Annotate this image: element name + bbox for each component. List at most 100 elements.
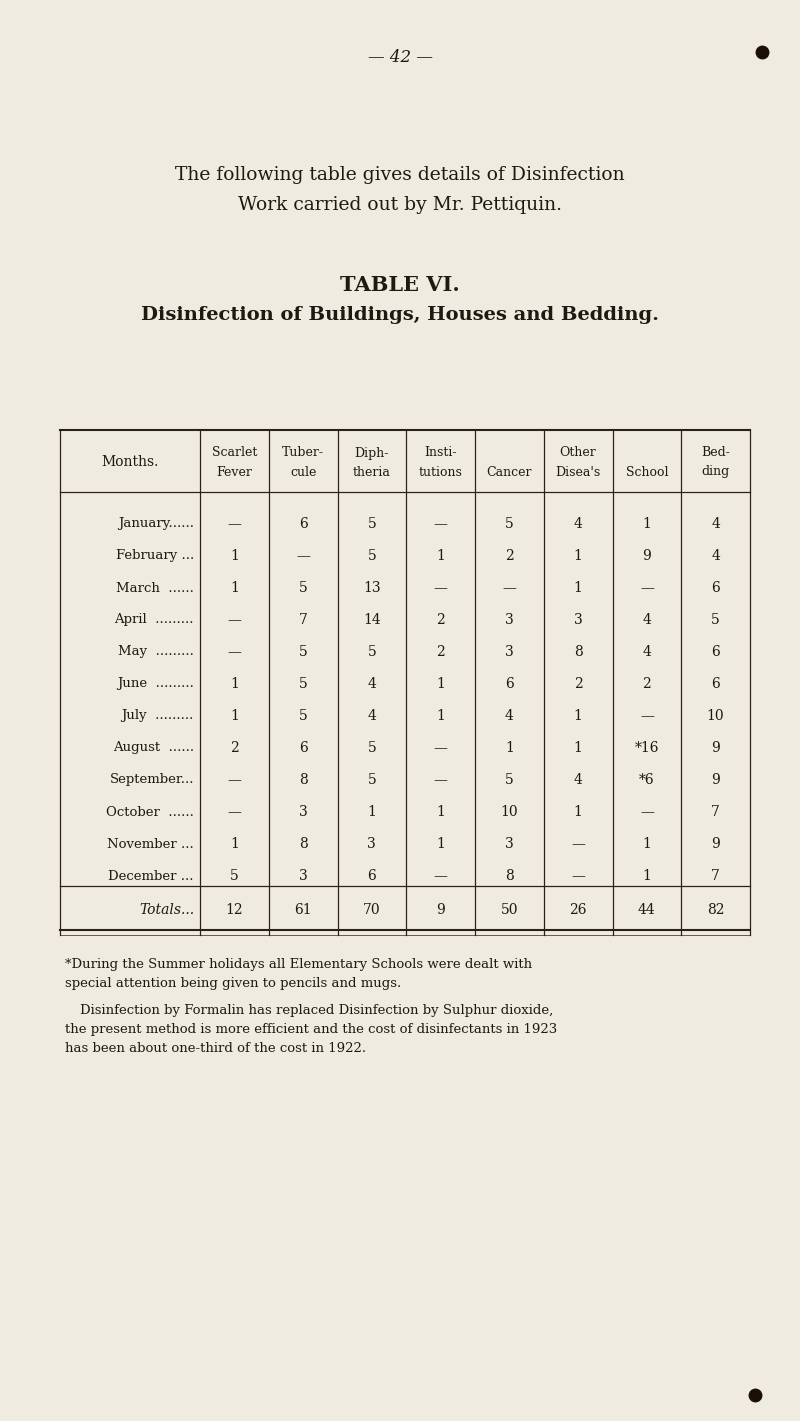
Text: —: — bbox=[640, 806, 654, 818]
Text: 2: 2 bbox=[436, 645, 445, 659]
Text: 3: 3 bbox=[574, 612, 582, 627]
Text: 6: 6 bbox=[711, 645, 720, 659]
Text: 5: 5 bbox=[505, 517, 514, 531]
Text: Work carried out by Mr. Pettiquin.: Work carried out by Mr. Pettiquin. bbox=[238, 196, 562, 215]
Text: 5: 5 bbox=[367, 549, 376, 563]
Text: —: — bbox=[227, 806, 242, 818]
Text: 2: 2 bbox=[230, 740, 238, 755]
Text: February ...: February ... bbox=[116, 550, 194, 563]
Text: 10: 10 bbox=[501, 806, 518, 818]
Text: 2: 2 bbox=[574, 676, 582, 691]
Text: 8: 8 bbox=[298, 837, 307, 851]
Text: tutions: tutions bbox=[418, 466, 462, 479]
Text: —: — bbox=[227, 517, 242, 531]
Text: Disea's: Disea's bbox=[555, 466, 601, 479]
Text: 1: 1 bbox=[367, 806, 376, 818]
Text: 3: 3 bbox=[298, 806, 307, 818]
Text: March  ......: March ...... bbox=[116, 581, 194, 594]
Text: 4: 4 bbox=[711, 517, 720, 531]
Text: Diph-: Diph- bbox=[354, 446, 389, 459]
Text: Fever: Fever bbox=[217, 466, 252, 479]
Text: 3: 3 bbox=[505, 612, 514, 627]
Text: has been about one-third of the cost in 1922.: has been about one-third of the cost in … bbox=[65, 1042, 366, 1054]
Text: —: — bbox=[434, 517, 447, 531]
Text: 5: 5 bbox=[367, 645, 376, 659]
Text: 6: 6 bbox=[505, 676, 514, 691]
Text: TABLE VI.: TABLE VI. bbox=[340, 276, 460, 296]
Text: *During the Summer holidays all Elementary Schools were dealt with: *During the Summer holidays all Elementa… bbox=[65, 958, 532, 971]
Text: 2: 2 bbox=[505, 549, 514, 563]
Text: 1: 1 bbox=[574, 709, 582, 723]
Text: November ...: November ... bbox=[107, 837, 194, 851]
Text: 6: 6 bbox=[711, 581, 720, 595]
Text: October  ......: October ...... bbox=[106, 806, 194, 818]
Text: 8: 8 bbox=[298, 773, 307, 787]
Text: 1: 1 bbox=[436, 549, 445, 563]
Text: Insti-: Insti- bbox=[424, 446, 457, 459]
Text: August  ......: August ...... bbox=[113, 742, 194, 755]
Text: 3: 3 bbox=[505, 837, 514, 851]
Text: Disinfection of Buildings, Houses and Bedding.: Disinfection of Buildings, Houses and Be… bbox=[141, 306, 659, 324]
Text: —: — bbox=[227, 773, 242, 787]
Text: School: School bbox=[626, 466, 668, 479]
Text: 1: 1 bbox=[436, 837, 445, 851]
Text: —: — bbox=[227, 645, 242, 659]
Text: 4: 4 bbox=[574, 773, 582, 787]
Text: 9: 9 bbox=[711, 740, 720, 755]
Text: —: — bbox=[502, 581, 516, 595]
Text: 5: 5 bbox=[367, 773, 376, 787]
Text: — 42 —: — 42 — bbox=[367, 50, 433, 67]
Text: 8: 8 bbox=[505, 870, 514, 882]
Text: July  .........: July ......... bbox=[122, 709, 194, 722]
Text: 1: 1 bbox=[230, 709, 239, 723]
Text: June  .........: June ......... bbox=[117, 678, 194, 691]
Text: 1: 1 bbox=[230, 549, 239, 563]
Text: 8: 8 bbox=[574, 645, 582, 659]
Text: Months.: Months. bbox=[102, 456, 158, 469]
Text: 13: 13 bbox=[363, 581, 381, 595]
Text: 6: 6 bbox=[711, 676, 720, 691]
Text: —: — bbox=[434, 870, 447, 882]
Text: 5: 5 bbox=[298, 645, 307, 659]
Text: 4: 4 bbox=[505, 709, 514, 723]
Text: 1: 1 bbox=[574, 740, 582, 755]
Text: Disinfection by Formalin has replaced Disinfection by Sulphur dioxide,: Disinfection by Formalin has replaced Di… bbox=[80, 1005, 554, 1017]
Text: 4: 4 bbox=[574, 517, 582, 531]
Text: 1: 1 bbox=[230, 837, 239, 851]
Text: January......: January...... bbox=[118, 517, 194, 530]
Text: 1: 1 bbox=[436, 709, 445, 723]
Text: Totals...: Totals... bbox=[139, 902, 194, 917]
Text: 6: 6 bbox=[367, 870, 376, 882]
Text: 4: 4 bbox=[367, 676, 376, 691]
Text: 9: 9 bbox=[436, 902, 445, 917]
Text: the present method is more efficient and the cost of disinfectants in 1923: the present method is more efficient and… bbox=[65, 1023, 558, 1036]
Text: 1: 1 bbox=[574, 581, 582, 595]
Text: 1: 1 bbox=[505, 740, 514, 755]
Text: 6: 6 bbox=[298, 517, 307, 531]
Text: The following table gives details of Disinfection: The following table gives details of Dis… bbox=[175, 166, 625, 183]
Text: —: — bbox=[434, 581, 447, 595]
Text: 4: 4 bbox=[711, 549, 720, 563]
Text: 2: 2 bbox=[642, 676, 651, 691]
Text: 14: 14 bbox=[363, 612, 381, 627]
Text: 7: 7 bbox=[298, 612, 307, 627]
Text: Cancer: Cancer bbox=[486, 466, 532, 479]
Text: 1: 1 bbox=[230, 676, 239, 691]
Text: 3: 3 bbox=[298, 870, 307, 882]
Text: 1: 1 bbox=[642, 517, 651, 531]
Text: 5: 5 bbox=[298, 676, 307, 691]
Text: 4: 4 bbox=[642, 612, 651, 627]
Text: September...: September... bbox=[110, 773, 194, 786]
Text: 1: 1 bbox=[642, 837, 651, 851]
Text: 5: 5 bbox=[298, 581, 307, 595]
Text: theria: theria bbox=[353, 466, 391, 479]
Text: 1: 1 bbox=[230, 581, 239, 595]
Text: 1: 1 bbox=[642, 870, 651, 882]
Text: *6: *6 bbox=[639, 773, 654, 787]
Text: 9: 9 bbox=[711, 773, 720, 787]
Text: —: — bbox=[640, 581, 654, 595]
Text: 61: 61 bbox=[294, 902, 312, 917]
Text: 26: 26 bbox=[570, 902, 587, 917]
Text: 3: 3 bbox=[505, 645, 514, 659]
Text: December ...: December ... bbox=[109, 870, 194, 882]
